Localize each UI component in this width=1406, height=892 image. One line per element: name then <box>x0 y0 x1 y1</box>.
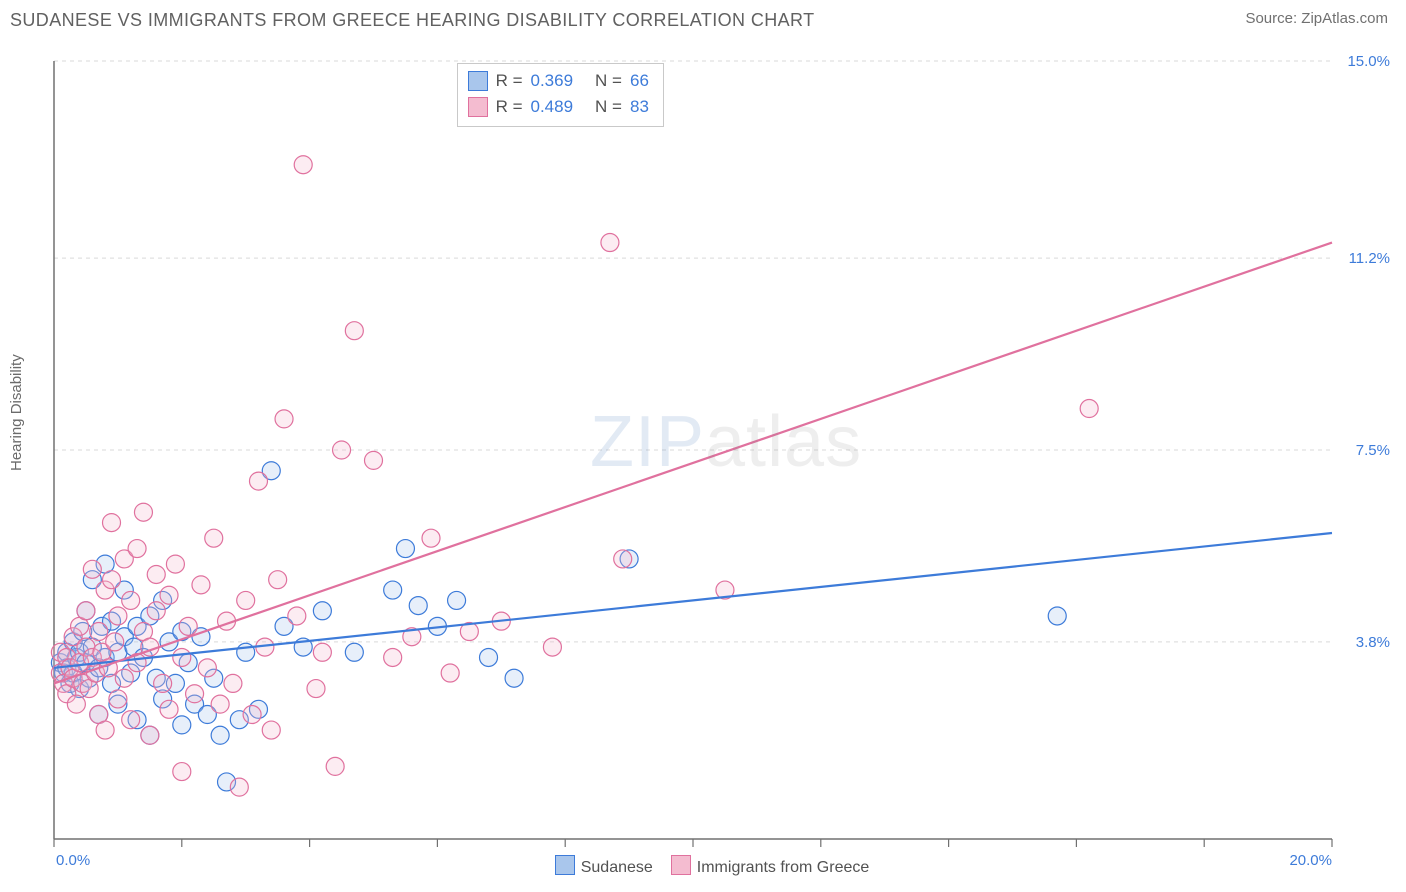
stat-r-label: R = <box>496 94 523 120</box>
stat-n-label: N = <box>595 94 622 120</box>
data-point <box>103 514 121 532</box>
data-point <box>106 633 124 651</box>
data-point <box>192 576 210 594</box>
legend-swatch <box>671 855 691 875</box>
stat-n-value: 83 <box>630 94 649 120</box>
data-point <box>173 648 191 666</box>
data-point <box>90 623 108 641</box>
data-point <box>288 607 306 625</box>
data-point <box>249 472 267 490</box>
data-point <box>422 529 440 547</box>
data-point <box>1048 607 1066 625</box>
data-point <box>122 711 140 729</box>
data-point <box>365 451 383 469</box>
data-point <box>77 602 95 620</box>
data-point <box>141 726 159 744</box>
stat-r-value: 0.369 <box>531 68 574 94</box>
legend-label: Immigrants from Greece <box>697 859 869 876</box>
svg-text:3.8%: 3.8% <box>1356 634 1390 651</box>
regression-line <box>54 243 1332 684</box>
data-point <box>147 602 165 620</box>
stat-n-label: N = <box>595 68 622 94</box>
data-point <box>173 716 191 734</box>
chart-title: SUDANESE VS IMMIGRANTS FROM GREECE HEARI… <box>10 10 815 31</box>
legend-swatch <box>555 855 575 875</box>
data-point <box>614 550 632 568</box>
data-point <box>448 591 466 609</box>
svg-text:7.5%: 7.5% <box>1356 442 1390 459</box>
chart-area: Hearing Disability 3.8%7.5%11.2%15.0%0.0… <box>0 31 1406 881</box>
legend-label: Sudanese <box>581 859 653 876</box>
data-point <box>109 607 127 625</box>
data-point <box>384 648 402 666</box>
stats-row: R = 0.489 N = 83 <box>468 94 649 120</box>
data-point <box>103 571 121 589</box>
legend-swatch <box>468 71 488 91</box>
data-point <box>179 617 197 635</box>
data-point <box>122 591 140 609</box>
data-point <box>269 571 287 589</box>
data-point <box>186 685 204 703</box>
data-point <box>67 695 85 713</box>
data-point <box>230 778 248 796</box>
data-point <box>147 565 165 583</box>
data-point <box>1080 400 1098 418</box>
data-point <box>333 441 351 459</box>
data-point <box>237 591 255 609</box>
data-point <box>134 503 152 521</box>
legend-swatch <box>468 97 488 117</box>
data-point <box>115 669 133 687</box>
data-point <box>409 597 427 615</box>
data-point <box>262 721 280 739</box>
stat-n-value: 66 <box>630 68 649 94</box>
stat-r-label: R = <box>496 68 523 94</box>
data-point <box>198 659 216 677</box>
data-point <box>505 669 523 687</box>
data-point <box>345 643 363 661</box>
data-point <box>307 680 325 698</box>
data-point <box>326 757 344 775</box>
data-point <box>396 540 414 558</box>
legend-bottom: Sudanese Immigrants from Greece <box>0 855 1406 877</box>
data-point <box>154 674 172 692</box>
data-point <box>96 721 114 739</box>
data-point <box>313 643 331 661</box>
correlation-stats-box: R = 0.369 N = 66 R = 0.489 N = 83 <box>457 63 664 127</box>
data-point <box>160 586 178 604</box>
data-point <box>109 690 127 708</box>
data-point <box>601 234 619 252</box>
svg-text:11.2%: 11.2% <box>1349 250 1390 267</box>
scatter-chart-svg: 3.8%7.5%11.2%15.0%0.0%20.0% <box>0 31 1406 881</box>
data-point <box>441 664 459 682</box>
data-point <box>480 648 498 666</box>
data-point <box>173 763 191 781</box>
data-point <box>275 410 293 428</box>
stat-r-value: 0.489 <box>531 94 574 120</box>
data-point <box>83 560 101 578</box>
data-point <box>211 695 229 713</box>
source-attribution: Source: ZipAtlas.com <box>1245 10 1388 27</box>
data-point <box>128 540 146 558</box>
stats-row: R = 0.369 N = 66 <box>468 68 649 94</box>
data-point <box>345 322 363 340</box>
data-point <box>160 700 178 718</box>
data-point <box>205 529 223 547</box>
data-point <box>211 726 229 744</box>
data-point <box>224 674 242 692</box>
data-point <box>294 156 312 174</box>
svg-text:15.0%: 15.0% <box>1347 53 1390 70</box>
data-point <box>243 706 261 724</box>
data-point <box>384 581 402 599</box>
data-point <box>313 602 331 620</box>
data-point <box>166 555 184 573</box>
data-point <box>543 638 561 656</box>
